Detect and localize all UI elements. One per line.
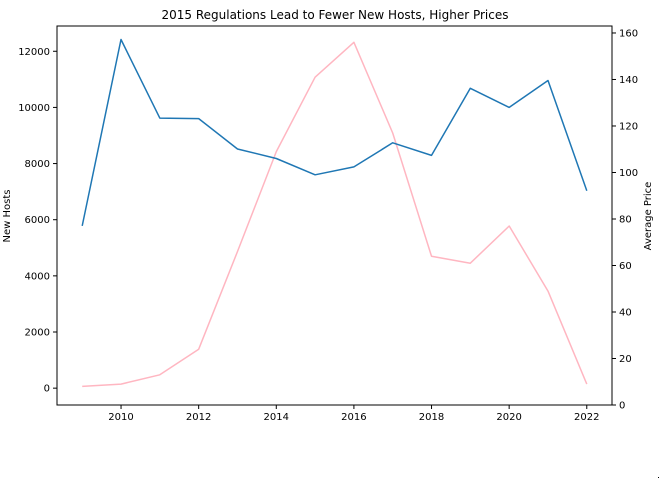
y-left-tick-label: 10000 <box>18 103 50 114</box>
y-right-tick-label: 80 <box>619 214 632 225</box>
chart-title: 2015 Regulations Lead to Fewer New Hosts… <box>161 8 508 22</box>
y-left-tick-label: 2000 <box>25 328 50 339</box>
y-left-tick-label: 4000 <box>25 271 50 282</box>
y-axis-left-label: New Hosts <box>2 190 13 243</box>
x-tick-label: 2022 <box>574 412 599 423</box>
y-right-tick-label: 160 <box>619 28 638 39</box>
x-axis: 2010 2012 2014 2016 2018 2020 2022 <box>108 405 599 423</box>
y-right-tick-label: 0 <box>619 401 625 412</box>
x-tick-label: 2020 <box>496 412 521 423</box>
y-right-tick-label: 20 <box>619 354 632 365</box>
corner-mark <box>658 477 659 478</box>
series-line-right-axis <box>82 41 588 388</box>
y-axis-right-label: Average Price <box>643 182 654 251</box>
y-right-tick-label: 120 <box>619 121 638 132</box>
series-layer <box>81 38 588 388</box>
x-tick-label: 2018 <box>419 412 444 423</box>
x-tick-label: 2012 <box>186 412 211 423</box>
y-right-tick-label: 60 <box>619 261 632 272</box>
y-left-tick-label: 8000 <box>25 159 50 170</box>
x-tick-label: 2010 <box>108 412 133 423</box>
series-line-left-axis <box>81 38 588 227</box>
x-tick-label: 2014 <box>264 412 289 423</box>
plot-frame <box>56 25 613 406</box>
y-left-tick-label: 0 <box>44 384 50 395</box>
y-right-tick-label: 100 <box>619 168 638 179</box>
y-axis-right: 0 20 40 60 80 100 120 140 160 <box>612 28 638 412</box>
y-axis-left: 0 2000 4000 6000 8000 10000 12000 <box>18 47 57 395</box>
x-tick-label: 2016 <box>341 412 366 423</box>
y-left-tick-label: 12000 <box>18 47 50 58</box>
y-left-tick-label: 6000 <box>25 215 50 226</box>
y-right-tick-label: 140 <box>619 75 638 86</box>
y-right-tick-label: 40 <box>619 307 632 318</box>
